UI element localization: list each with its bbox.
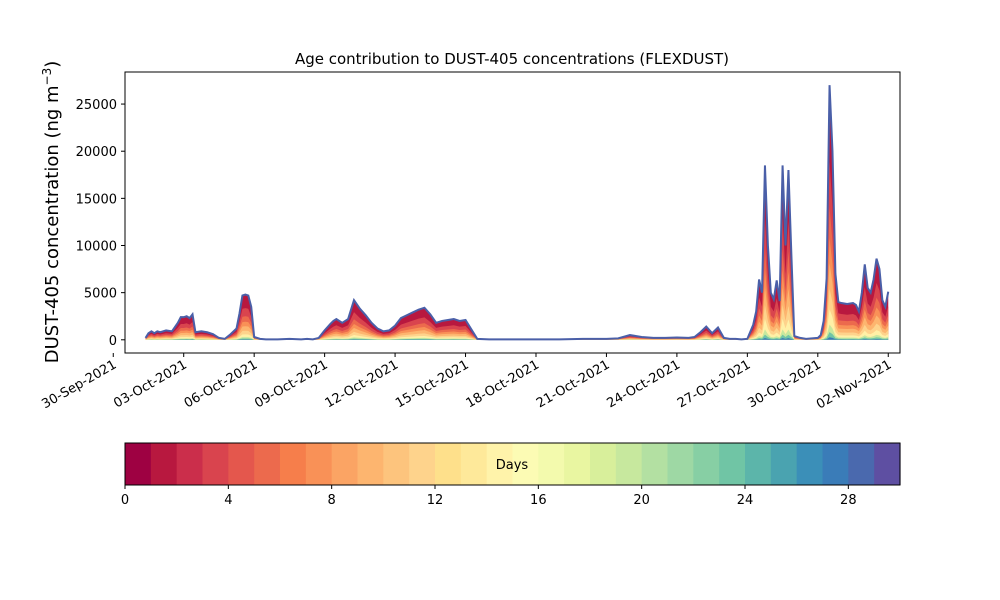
colorbar-tick-label: 24 xyxy=(737,493,754,508)
colorbar-tick-label: 12 xyxy=(427,493,444,508)
colorbar-tick-label: 28 xyxy=(840,493,857,508)
x-tick-label: 06-Oct-2021 xyxy=(182,357,260,411)
colorbar-segment xyxy=(564,443,591,485)
colorbar-segment xyxy=(202,443,229,485)
colorbar-segment xyxy=(228,443,255,485)
colorbar-segment xyxy=(125,443,152,485)
colorbar-segment xyxy=(796,443,824,485)
x-tick-label: 09-Oct-2021 xyxy=(252,357,330,411)
y-tick-label: 5000 xyxy=(84,287,117,302)
x-tick-label: 21-Oct-2021 xyxy=(534,357,612,411)
plot-frame xyxy=(124,71,901,354)
y-tick-label: 25000 xyxy=(76,98,117,113)
colorbar-segment xyxy=(409,443,436,485)
x-tick-label: 30-Sep-2021 xyxy=(39,357,119,412)
colorbar-segment xyxy=(150,443,178,485)
x-tick-label: 24-Oct-2021 xyxy=(605,357,683,411)
colorbar-segment xyxy=(615,443,643,485)
colorbar-segment xyxy=(641,443,669,485)
colorbar-segment xyxy=(383,443,410,485)
colorbar-segment xyxy=(667,443,694,485)
colorbar-segment xyxy=(176,443,204,485)
x-tick-label: 12-Oct-2021 xyxy=(323,357,401,411)
y-tick-label: 20000 xyxy=(76,145,117,160)
colorbar-axis: 0 4 8 12 16 20 24 28 xyxy=(121,485,857,508)
colorbar-segment xyxy=(874,443,901,485)
x-axis: 30-Sep-202103-Oct-202106-Oct-202109-Oct-… xyxy=(39,353,894,412)
y-tick-label: 15000 xyxy=(76,192,117,207)
x-tick-label: 02-Nov-2021 xyxy=(814,357,894,412)
x-tick-label: 18-Oct-2021 xyxy=(464,357,542,411)
colorbar-segment xyxy=(305,443,333,485)
x-tick-label: 15-Oct-2021 xyxy=(393,357,471,411)
x-tick-label: 27-Oct-2021 xyxy=(675,357,753,411)
colorbar-segment xyxy=(822,443,849,485)
colorbar-segment xyxy=(770,443,798,485)
colorbar-segment xyxy=(693,443,720,485)
colorbar-frame xyxy=(124,442,901,486)
y-axis: 0 5000 10000 15000 20000 25000 xyxy=(76,98,125,349)
colorbar-segment xyxy=(460,443,488,485)
colorbar-tick-label: 16 xyxy=(530,493,547,508)
colorbar-segment xyxy=(719,443,746,485)
colorbar-segment xyxy=(435,443,462,485)
y-axis-label: DUST-405 concentration (ng m−3) xyxy=(40,61,63,364)
colorbar-segment xyxy=(357,443,384,485)
colorbar-tick-label: 8 xyxy=(328,493,336,508)
area-stack xyxy=(144,85,890,341)
colorbar-segment xyxy=(848,443,875,485)
colorbar-segment xyxy=(486,443,514,485)
colorbar-segment xyxy=(512,443,539,485)
colorbar-segment xyxy=(331,443,359,485)
x-tick-label: 30-Oct-2021 xyxy=(745,357,823,411)
colorbar-segment xyxy=(280,443,307,485)
colorbar xyxy=(125,443,901,485)
colorbar-segment xyxy=(745,443,772,485)
colorbar-segment xyxy=(590,443,617,485)
colorbar-segment xyxy=(254,443,281,485)
chart-title: Age contribution to DUST-405 concentrati… xyxy=(295,50,729,68)
total-line xyxy=(144,85,890,341)
x-tick-label: 03-Oct-2021 xyxy=(111,357,189,411)
colorbar-tick-label: 0 xyxy=(121,493,129,508)
colorbar-tick-label: 4 xyxy=(224,493,232,508)
colorbar-label: Days xyxy=(496,458,529,473)
colorbar-tick-label: 20 xyxy=(633,493,650,508)
y-tick-label: 10000 xyxy=(76,240,117,255)
colorbar-segment xyxy=(538,443,565,485)
y-tick-label: 0 xyxy=(109,334,117,349)
